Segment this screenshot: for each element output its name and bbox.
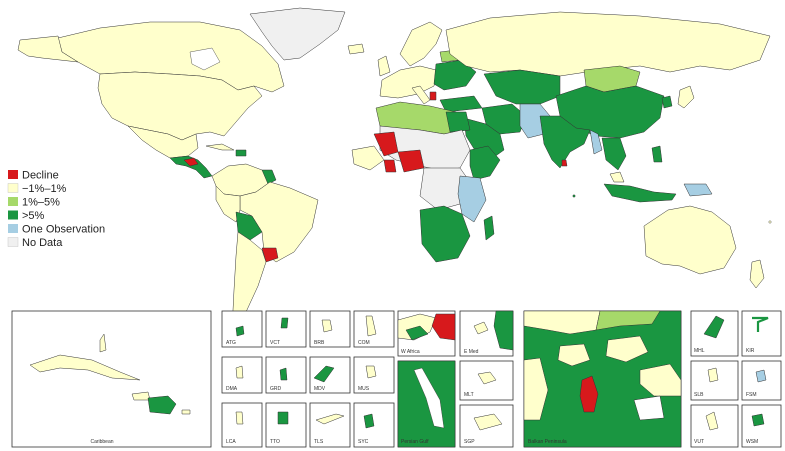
inset-label-e-med: E Med xyxy=(464,349,479,355)
legend-label-decline: Decline xyxy=(22,170,59,182)
legend-swatch-decline xyxy=(8,170,18,179)
inset-label-persian-gulf: Persian Gulf xyxy=(401,439,429,445)
ethiopia-somalia xyxy=(469,145,501,181)
legend-swatch-high xyxy=(8,210,18,220)
legend-swatch-moderate xyxy=(8,197,18,206)
central-asia xyxy=(483,69,561,105)
inset-label-mhl: MHL xyxy=(694,348,705,354)
guatemala-honduras xyxy=(183,157,199,167)
inset-w-africa: W Africa xyxy=(397,310,456,357)
inset-label-syc: SYC xyxy=(358,439,369,445)
alaska xyxy=(17,35,79,63)
inset-cuba xyxy=(29,354,141,381)
mexico xyxy=(127,125,199,159)
inset-label-balkan: Balkan Peninsula xyxy=(528,439,567,445)
malaysia xyxy=(609,171,625,183)
new-zealand xyxy=(749,259,765,289)
australia xyxy=(643,205,737,275)
inset-balkan: Balkan Peninsula xyxy=(523,310,682,448)
west-africa-coast xyxy=(351,145,385,171)
indochina xyxy=(601,137,627,171)
inset-label-mlt: MLT xyxy=(464,392,474,398)
inset-label-w-africa: W Africa xyxy=(401,349,420,355)
cuba xyxy=(205,143,235,151)
legend-swatch-flat xyxy=(7,183,19,193)
hispaniola xyxy=(235,149,247,157)
inset-puerto-rico xyxy=(181,409,191,415)
inset-caribbean: Caribbean xyxy=(11,310,212,448)
korea xyxy=(661,95,673,109)
inset-small-islands: ATG VCT BRB COM DMA GRD MDV MUS LCA TTO xyxy=(221,310,395,448)
ghana xyxy=(383,159,397,173)
inset-e-med: E Med xyxy=(459,310,514,357)
island-dot xyxy=(768,220,772,224)
scandinavia xyxy=(399,21,443,67)
inset-sgp: SGP xyxy=(459,404,514,448)
usa xyxy=(97,71,263,141)
guyana xyxy=(261,169,277,185)
island-dot xyxy=(572,194,576,198)
legend: Decline −1%–1% 1%–5% >5% One Observation… xyxy=(7,170,105,249)
legend-label-flat: −1%–1% xyxy=(22,183,67,195)
myanmar xyxy=(589,129,603,155)
inset-label-vut: VUT xyxy=(694,439,704,445)
legend-label-one-observation: One Observation xyxy=(22,224,105,236)
uk xyxy=(377,55,391,77)
inset-label-mdv: MDV xyxy=(314,386,326,392)
egypt xyxy=(445,111,471,133)
legend-swatch-one-observation xyxy=(8,224,18,233)
nigeria xyxy=(397,149,425,173)
inset-label-dma: DMA xyxy=(226,386,238,392)
inset-label-wsm: WSM xyxy=(746,439,758,445)
inset-mlt: MLT xyxy=(459,360,514,401)
arabia xyxy=(463,117,505,161)
inset-label-slb: SLB xyxy=(694,392,704,398)
world-map xyxy=(17,7,772,337)
inset-label-mus: MUS xyxy=(358,386,370,392)
madagascar xyxy=(483,215,495,241)
inset-label-com: COM xyxy=(358,340,370,346)
inset-label-kir: KIR xyxy=(746,348,755,354)
inset-persian-gulf: Persian Gulf xyxy=(397,360,456,448)
iceland xyxy=(347,43,365,55)
inset-label-vct: VCT xyxy=(270,340,280,346)
inset-label-sgp: SGP xyxy=(464,439,475,445)
legend-label-no-data: No Data xyxy=(22,237,63,249)
inset-label-brb: BRB xyxy=(314,340,325,346)
indonesia xyxy=(603,183,677,203)
legend-swatch-no-data xyxy=(7,237,19,247)
legend-label-high: >5% xyxy=(22,210,45,222)
inset-label-tto: TTO xyxy=(270,439,280,445)
philippines xyxy=(651,145,663,163)
greenland xyxy=(249,7,346,61)
inset-label-caribbean: Caribbean xyxy=(90,439,113,445)
bolivia xyxy=(235,211,263,241)
inset-pacific: MHL KIR SLB FSM VUT WSM xyxy=(690,310,782,448)
inset-label-fsm: FSM xyxy=(746,392,757,398)
sri-lanka xyxy=(561,159,568,167)
inset-bahamas xyxy=(99,333,107,353)
japan xyxy=(677,85,695,109)
india xyxy=(539,115,591,169)
inset-label-grd: GRD xyxy=(270,386,282,392)
east-africa xyxy=(457,175,487,223)
southern-africa xyxy=(419,205,471,263)
albania xyxy=(429,91,437,101)
inset-label-atg: ATG xyxy=(226,340,236,346)
inset-label-tls: TLS xyxy=(314,439,324,445)
russia xyxy=(445,11,771,77)
papua-new-guinea xyxy=(683,183,713,197)
inset-label-lca: LCA xyxy=(226,439,236,445)
inset-hispaniola xyxy=(147,395,177,415)
legend-label-moderate: 1%–5% xyxy=(22,197,60,209)
